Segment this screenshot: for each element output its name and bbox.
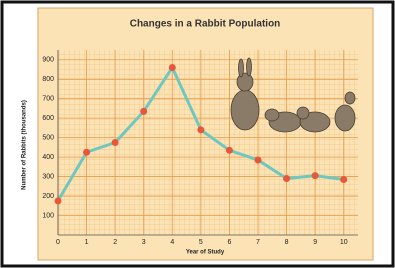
x-tick-label: 5 bbox=[199, 239, 203, 246]
x-tick-label: 4 bbox=[170, 239, 174, 246]
y-tick-label: 800 bbox=[42, 76, 54, 83]
y-tick-label: 600 bbox=[42, 115, 54, 122]
x-tick-label: 9 bbox=[313, 239, 317, 246]
x-tick-label: 2 bbox=[113, 239, 117, 246]
x-tick-label: 10 bbox=[340, 239, 348, 246]
y-tick-label: 100 bbox=[42, 212, 54, 219]
x-tick-label: 1 bbox=[85, 239, 89, 246]
data-point bbox=[140, 108, 147, 115]
y-tick-label: 300 bbox=[42, 173, 54, 180]
x-tick-label: 7 bbox=[256, 239, 260, 246]
data-point bbox=[226, 147, 233, 154]
y-tick-label: 500 bbox=[42, 134, 54, 141]
x-tick-label: 8 bbox=[285, 239, 289, 246]
x-tick-label: 0 bbox=[56, 239, 60, 246]
y-axis-label: Number of Rabbits (thousands) bbox=[22, 100, 28, 190]
y-tick-label: 900 bbox=[42, 57, 54, 64]
data-point bbox=[112, 139, 119, 146]
y-tick-label: 200 bbox=[42, 193, 54, 200]
data-point bbox=[197, 126, 204, 133]
y-tick-label: 700 bbox=[42, 96, 54, 103]
data-point bbox=[169, 64, 176, 71]
y-tick-label: 400 bbox=[42, 154, 54, 161]
chart: Changes in a Rabbit Population Number of… bbox=[0, 0, 395, 268]
data-point bbox=[283, 175, 290, 182]
data-point bbox=[340, 176, 347, 183]
data-point bbox=[255, 157, 262, 164]
fine-grid bbox=[58, 50, 358, 235]
x-axis-label: Year of Study bbox=[186, 250, 225, 256]
x-tick-label: 6 bbox=[227, 239, 231, 246]
x-tick-label: 3 bbox=[142, 239, 146, 246]
data-point bbox=[83, 149, 90, 156]
chart-title: Changes in a Rabbit Population bbox=[130, 19, 281, 30]
page: Changes in a Rabbit Population Number of… bbox=[0, 0, 395, 268]
data-point bbox=[312, 172, 319, 179]
data-point bbox=[55, 197, 62, 204]
